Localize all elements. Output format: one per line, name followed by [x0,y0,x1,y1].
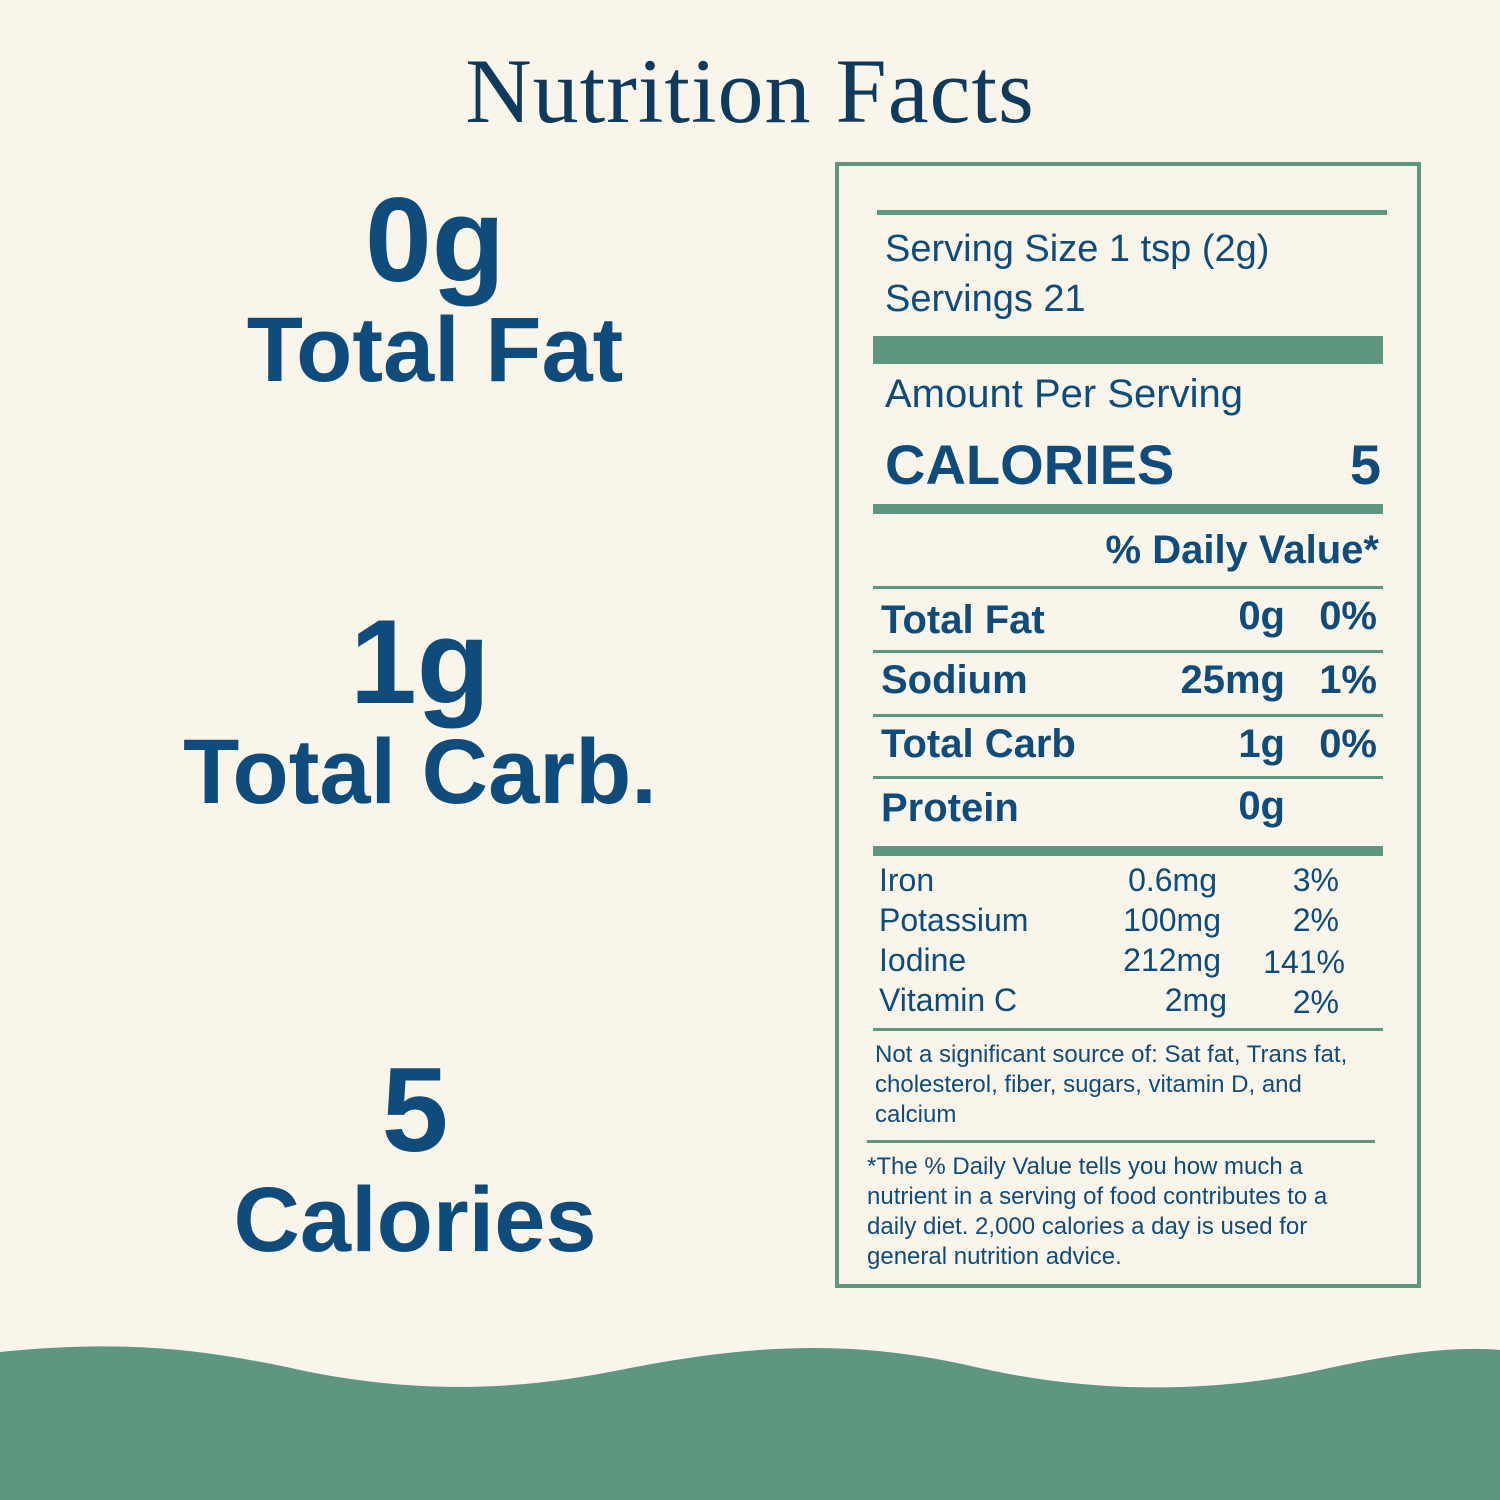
nutrient-daily-value: 0% [1319,594,1377,638]
servings: Servings 21 [885,278,1086,320]
not-significant-note: Not a significant source of: Sat fat, Tr… [875,1041,1348,1128]
divider [873,714,1383,717]
wave-decoration [0,1346,1500,1500]
nutrient-amount: 25mg [1180,658,1286,702]
nutrient-amount: 0g [1238,784,1285,828]
nutrient-name: Sodium [881,658,1028,702]
divider [873,846,1383,856]
divider [867,1140,1375,1143]
mineral-amount: 100mg [1123,902,1221,938]
highlight-label: Calories [233,1169,597,1271]
highlight-value: 1g [349,595,491,729]
divider [877,210,1387,215]
daily-value-header: % Daily Value* [1105,528,1379,572]
calories-label: CALORIES [885,433,1175,496]
highlight-calories: 5 Calories [135,1050,695,1270]
mineral-daily-value: 3% [1292,862,1339,898]
mineral-name: Iron [879,862,935,898]
highlight-total-carb: 1g Total Carb. [140,602,700,822]
highlight-value: 5 [381,1043,449,1177]
nutrient-name: Protein [881,786,1019,830]
highlight-label: Total Carb. [183,721,657,823]
mineral-amount: 0.6mg [1128,862,1217,898]
mineral-daily-value: 141% [1263,944,1345,980]
mineral-daily-value: 2% [1292,984,1339,1020]
highlight-value: 0g [364,173,506,307]
daily-value-footnote: *The % Daily Value tells you how much a … [867,1153,1328,1270]
mineral-name: Potassium [879,902,1029,938]
calories-value: 5 [1349,433,1381,496]
divider [873,504,1383,514]
divider [873,1028,1383,1031]
nutrient-name: Total Carb [881,722,1076,766]
highlight-total-fat: 0g Total Fat [155,180,715,400]
nutrition-label: Serving Size 1 tsp (2g) Servings 21 Amou… [835,162,1421,1288]
thick-divider [873,336,1383,364]
amount-per-serving: Amount Per Serving [885,372,1243,416]
serving-size: Serving Size 1 tsp (2g) [885,228,1270,270]
nutrient-name: Total Fat [881,598,1045,642]
mineral-name: Vitamin C [879,982,1018,1018]
divider [873,776,1383,779]
highlight-label: Total Fat [246,299,624,401]
mineral-amount: 212mg [1123,942,1221,978]
page-title: Nutrition Facts [465,40,1035,142]
mineral-daily-value: 2% [1292,902,1339,938]
nutrient-daily-value: 1% [1319,658,1377,702]
mineral-amount: 2mg [1164,982,1227,1018]
nutrient-amount: 0g [1238,594,1285,638]
nutrient-amount: 1g [1238,722,1285,766]
nutrient-daily-value: 0% [1319,722,1377,766]
divider [873,650,1383,653]
divider [873,586,1383,589]
mineral-name: Iodine [879,942,967,978]
